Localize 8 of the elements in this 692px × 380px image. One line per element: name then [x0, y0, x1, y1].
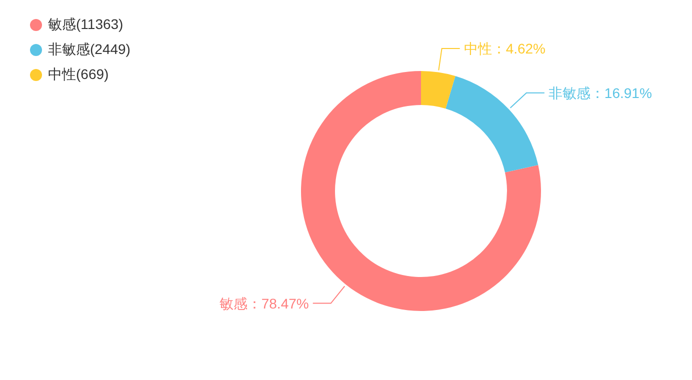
data-label: 非敏感：16.91% — [548, 84, 652, 101]
data-label: 中性：4.62% — [464, 40, 546, 57]
legend-label: 敏感(11363) — [48, 16, 124, 34]
donut-slice — [446, 76, 538, 172]
donut-slice — [421, 71, 456, 109]
legend-label: 中性(669) — [48, 66, 109, 84]
data-label: 敏感：78.47% — [219, 295, 309, 312]
legend-label: 非敏感(2449) — [48, 40, 130, 58]
